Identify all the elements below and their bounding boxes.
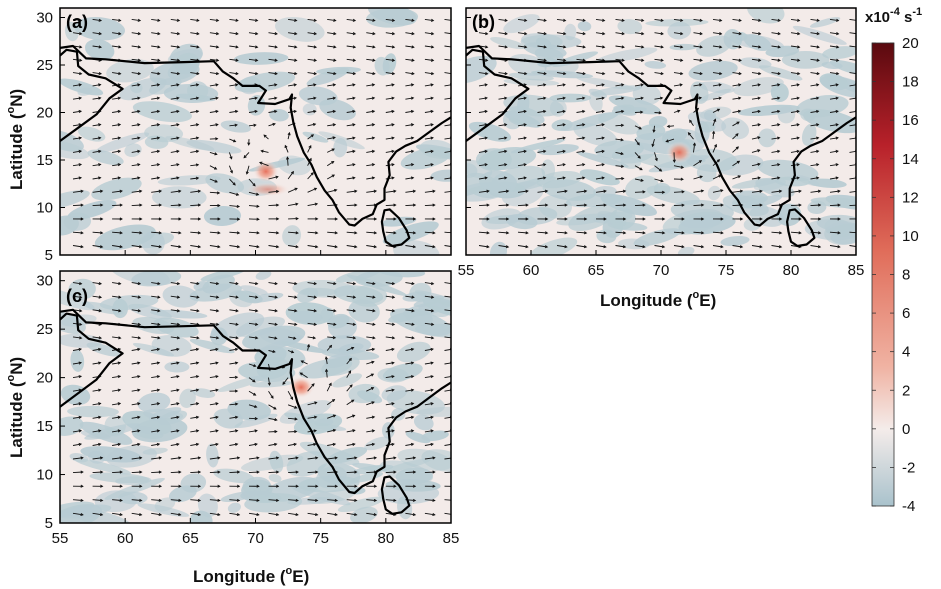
axis-ticks: 5 10 15 20 25 30 55 60 65 70 75 80 85 5 10 15 20 25 30 55 60… <box>36 10 864 548</box>
colorbar-tick-label: 8 <box>902 267 910 284</box>
colorbar-title: x10-4 s-1 <box>865 6 922 26</box>
lon-tick-label: 65 <box>588 262 605 279</box>
ylabel-c: Latitude (oN) <box>5 357 26 458</box>
lat-tick-label: 25 <box>36 57 53 74</box>
colorbar-tick-label: 18 <box>902 74 919 91</box>
colorbar-tick-label: -4 <box>902 498 915 515</box>
panel-label-a: (a) <box>66 12 88 32</box>
lat-tick-label: 20 <box>36 370 53 387</box>
lon-tick-label: 70 <box>653 262 670 279</box>
colorbar-tick-label: 12 <box>902 189 919 206</box>
lon-tick-label: 80 <box>377 530 394 547</box>
colorbar-tick-label: 6 <box>902 305 910 322</box>
panel-b <box>465 7 857 256</box>
lon-tick-label: 70 <box>247 530 264 547</box>
ylabel-a: Latitude (oN) <box>5 89 26 190</box>
colorbar-tick-label: -2 <box>902 459 915 476</box>
lat-tick-label: 10 <box>36 467 53 484</box>
lat-tick-label: 30 <box>36 10 53 27</box>
xlabel-b: Longitude (oE) <box>600 289 716 310</box>
lat-tick-label: 15 <box>36 152 53 169</box>
colorbar-tick-label: 4 <box>902 344 910 361</box>
colorbar-tick-label: 14 <box>902 151 919 168</box>
lon-tick-label: 85 <box>443 530 460 547</box>
lat-tick-label: 15 <box>36 418 53 435</box>
lon-tick-label: 55 <box>458 262 475 279</box>
lat-tick-label: 30 <box>36 273 53 290</box>
lon-tick-label: 55 <box>52 530 69 547</box>
lon-tick-label: 75 <box>312 530 329 547</box>
lon-tick-label: 60 <box>523 262 540 279</box>
panel-label-c: (c) <box>66 286 88 306</box>
lon-tick-label: 80 <box>783 262 800 279</box>
lon-tick-label: 65 <box>182 530 199 547</box>
panel-a <box>59 7 452 256</box>
xlabel-c: Longitude (oE) <box>193 565 309 586</box>
colorbar-tick-label: 0 <box>902 421 910 438</box>
lon-tick-label: 75 <box>718 262 735 279</box>
lon-tick-label: 60 <box>117 530 134 547</box>
lon-tick-label: 85 <box>848 262 865 279</box>
panel-label-b: (b) <box>472 12 495 32</box>
lat-tick-label: 20 <box>36 105 53 122</box>
lat-tick-label: 5 <box>45 247 53 264</box>
colorbar-tick-label: 10 <box>902 228 919 245</box>
colorbar-tick-label: 2 <box>902 382 910 399</box>
lat-tick-label: 5 <box>45 515 53 532</box>
colorbar-tick-label: 16 <box>902 112 919 129</box>
panel-c <box>59 270 452 524</box>
lat-tick-label: 25 <box>36 321 53 338</box>
lat-tick-label: 10 <box>36 200 53 217</box>
colorbar-tick-label: 20 <box>902 35 919 52</box>
